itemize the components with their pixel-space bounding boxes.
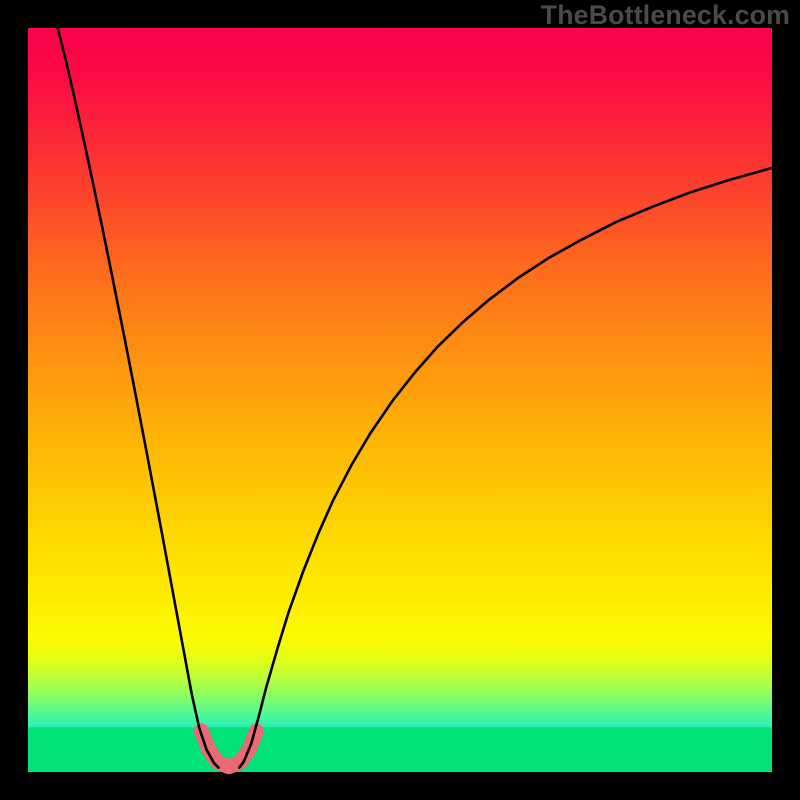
bottleneck-chart [0, 0, 800, 800]
watermark-label: TheBottleneck.com [541, 0, 790, 31]
green-band [28, 727, 772, 772]
gradient-background [28, 28, 772, 772]
chart-stage: TheBottleneck.com [0, 0, 800, 800]
